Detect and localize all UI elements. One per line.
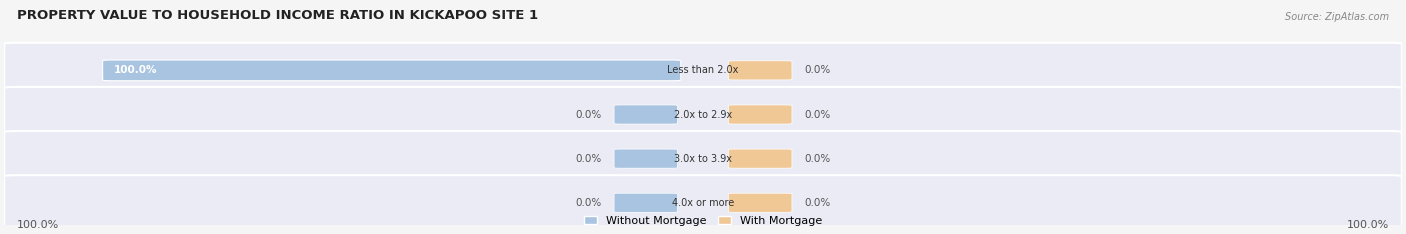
FancyBboxPatch shape <box>728 105 792 124</box>
Text: Less than 2.0x: Less than 2.0x <box>668 65 738 75</box>
Text: 0.0%: 0.0% <box>804 110 831 120</box>
Text: 100.0%: 100.0% <box>1347 220 1389 230</box>
FancyBboxPatch shape <box>728 193 792 212</box>
FancyBboxPatch shape <box>4 87 1402 142</box>
FancyBboxPatch shape <box>4 175 1402 230</box>
FancyBboxPatch shape <box>4 43 1402 98</box>
FancyBboxPatch shape <box>614 105 678 124</box>
Legend: Without Mortgage, With Mortgage: Without Mortgage, With Mortgage <box>579 211 827 230</box>
Text: 4.0x or more: 4.0x or more <box>672 198 734 208</box>
FancyBboxPatch shape <box>103 60 681 81</box>
FancyBboxPatch shape <box>614 149 678 168</box>
Text: 100.0%: 100.0% <box>114 65 157 75</box>
FancyBboxPatch shape <box>728 149 792 168</box>
Text: 0.0%: 0.0% <box>575 154 602 164</box>
Text: 0.0%: 0.0% <box>804 198 831 208</box>
Text: Source: ZipAtlas.com: Source: ZipAtlas.com <box>1285 12 1389 22</box>
Text: 100.0%: 100.0% <box>17 220 59 230</box>
Text: 0.0%: 0.0% <box>575 198 602 208</box>
FancyBboxPatch shape <box>4 131 1402 186</box>
Text: PROPERTY VALUE TO HOUSEHOLD INCOME RATIO IN KICKAPOO SITE 1: PROPERTY VALUE TO HOUSEHOLD INCOME RATIO… <box>17 9 538 22</box>
Text: 0.0%: 0.0% <box>804 65 831 75</box>
Text: 3.0x to 3.9x: 3.0x to 3.9x <box>673 154 733 164</box>
FancyBboxPatch shape <box>728 61 792 80</box>
Text: 2.0x to 2.9x: 2.0x to 2.9x <box>673 110 733 120</box>
Text: 0.0%: 0.0% <box>575 110 602 120</box>
Text: 0.0%: 0.0% <box>804 154 831 164</box>
FancyBboxPatch shape <box>614 193 678 212</box>
